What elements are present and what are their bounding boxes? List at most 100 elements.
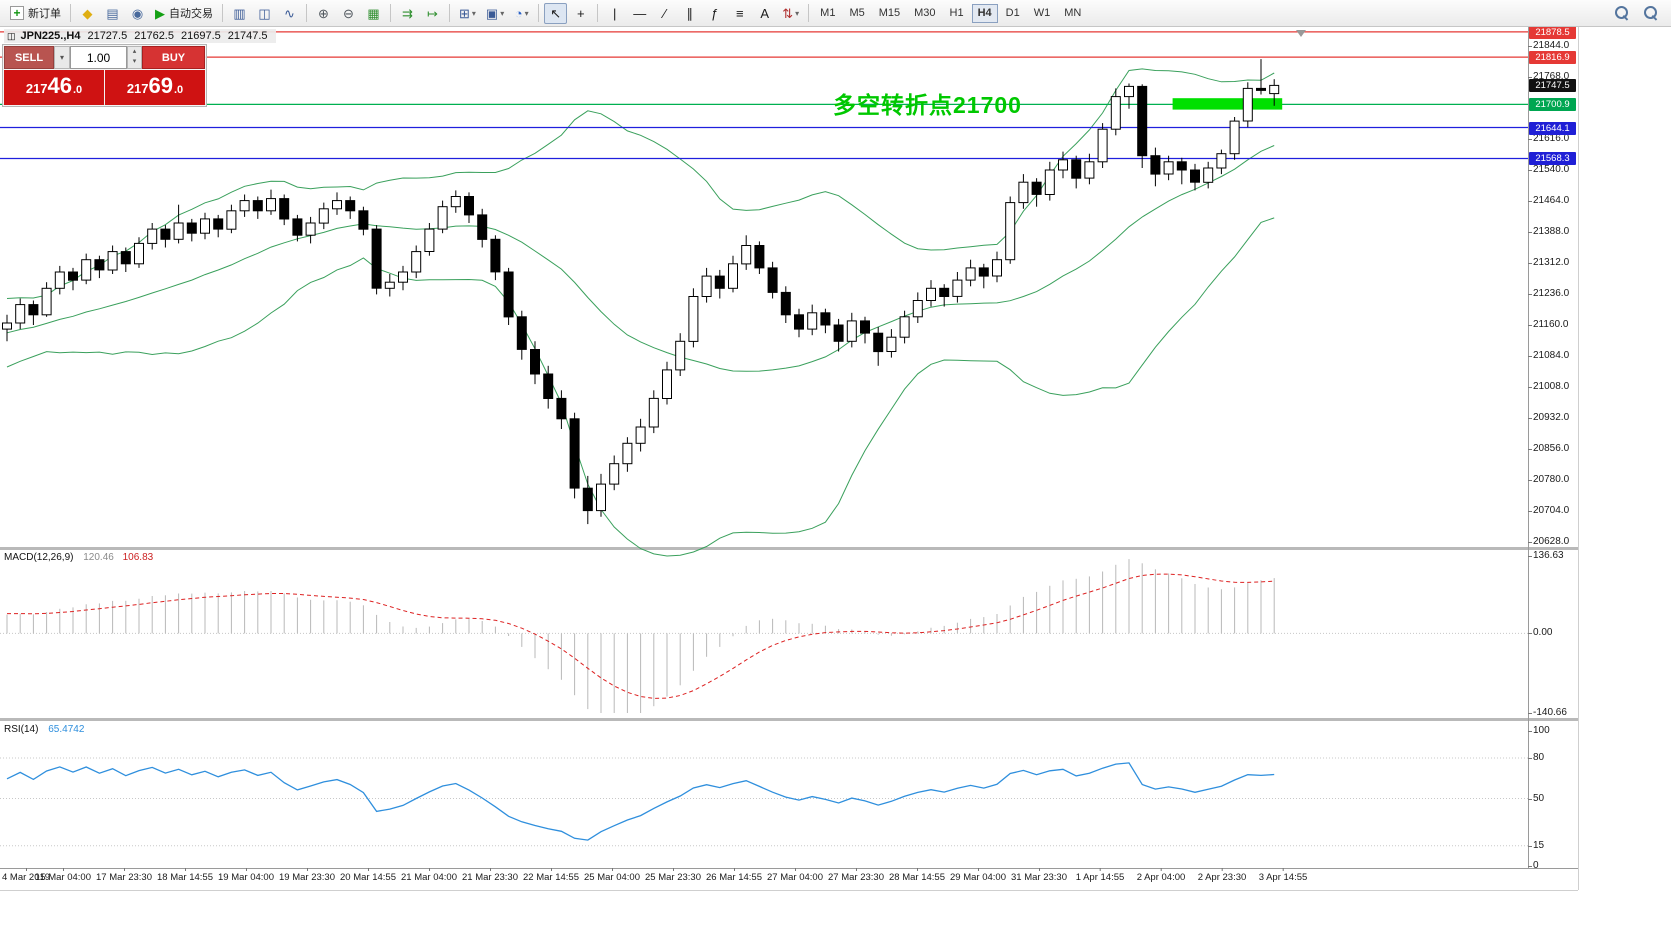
sell-price-prefix: 217 <box>25 81 48 96</box>
new-chart-dropdown-icon[interactable]: ▾ <box>471 8 476 18</box>
timeframe-m30[interactable]: M30 <box>914 6 936 19</box>
alerts-icon[interactable]: ◉ <box>126 3 149 24</box>
stepper-down-icon[interactable]: ▾ <box>132 58 137 65</box>
crosshair-icon[interactable]: + <box>569 3 592 24</box>
auto-scroll-icon: ⇉ <box>402 5 413 21</box>
main-toolbar: + 新订单 ◆ ▤ ◉ ▶ 自动交易 ▥ ◫ ∿ ⊕ ⊖ ▦ ⇉ ↦ ⊞ ▾ ▣ ▾ ◔ ▾ ↖ + | — ∕ ∥ ƒ ≡ A ⇅ ▾ M1 M… <box>0 0 1671 27</box>
vertical-line-icon[interactable]: | <box>603 3 626 24</box>
arrows-icon[interactable]: ⇅ ▾ <box>778 3 803 24</box>
alerts-icon: ◉ <box>131 5 144 21</box>
market-watch-icon: ▤ <box>106 5 119 21</box>
sell-price[interactable]: 217 46.0 <box>4 70 104 105</box>
timeframe-m5[interactable]: M5 <box>849 6 865 19</box>
channel-icon[interactable]: ∥ <box>678 3 701 24</box>
trendline-icon: ∕ <box>663 5 666 21</box>
buy-button[interactable]: BUY <box>142 46 205 69</box>
global-search-icon[interactable] <box>1644 5 1659 21</box>
timeframe-m1[interactable]: M1 <box>820 6 836 19</box>
fibonacci-icon[interactable]: ƒ <box>703 3 726 24</box>
annotation-text[interactable]: 多空转折点21700 <box>833 92 1022 118</box>
zoom-in-icon[interactable]: ⊕ <box>312 3 335 24</box>
rsi-indicator-label: RSI(14) 65.4742 <box>4 724 84 735</box>
zoom-out-icon[interactable]: ⊖ <box>337 3 360 24</box>
chart-symbol-period: JPN225.,H4 <box>20 30 81 42</box>
bollinger-bands <box>6 68 1275 557</box>
indicators-icon: ◔ <box>514 5 523 21</box>
rsi-value: 65.4742 <box>48 724 85 735</box>
candlestick-chart-icon[interactable]: ◫ <box>253 3 276 24</box>
rsi-line <box>6 762 1275 841</box>
chart-icon: ◫ <box>7 30 16 41</box>
timeframe-d1[interactable]: D1 <box>1005 6 1020 19</box>
profiles-dropdown-icon[interactable]: ▾ <box>500 8 505 18</box>
buy-price[interactable]: 217 69.0 <box>105 70 205 105</box>
toolbar-separator <box>538 4 540 22</box>
chart-high-value: 21762.5 <box>134 30 174 42</box>
new-order-button[interactable]: + 新订单 <box>6 3 65 24</box>
candlestick-chart-icon: ◫ <box>258 5 271 21</box>
buy-price-big-digits: 69 <box>148 73 173 98</box>
autotrading-button[interactable]: ▶ 自动交易 <box>151 3 217 24</box>
chart-open-value: 21727.5 <box>87 30 128 42</box>
new-chart-icon[interactable]: ⊞ ▾ <box>455 3 480 24</box>
timeframe-h4[interactable]: H4 <box>971 3 998 23</box>
autotrading-label: 自动交易 <box>169 8 213 20</box>
candles-layer <box>2 59 1280 525</box>
autotrading-icon: ▶ <box>155 5 165 21</box>
fibonacci-icon: ƒ <box>711 5 719 21</box>
volume-stepper[interactable]: ▴ ▾ <box>127 46 142 69</box>
chart-shift-icon[interactable]: ↦ <box>421 3 444 24</box>
profiles-icon: ▣ <box>485 5 499 21</box>
sell-price-decimal: .0 <box>73 84 83 96</box>
chart-close-value: 21747.5 <box>227 30 268 42</box>
pane-separators[interactable] <box>0 547 1578 721</box>
symbol-search-icon[interactable] <box>1615 5 1630 21</box>
chart-shift-marker[interactable] <box>1296 30 1306 37</box>
text-icon: A <box>760 5 770 21</box>
toolbar-separator <box>70 4 71 22</box>
bar-chart-icon[interactable]: ▥ <box>228 3 251 24</box>
indicators-dropdown-icon[interactable]: ▾ <box>524 8 529 18</box>
chart-low-value: 21697.5 <box>180 30 221 42</box>
profiles-icon[interactable]: ▣ ▾ <box>482 3 508 24</box>
auto-scroll-icon[interactable]: ⇉ <box>396 3 419 24</box>
horizontal-line-objects[interactable] <box>0 31 1528 160</box>
line-chart-icon: ∿ <box>284 5 295 21</box>
timeframe-w1[interactable]: W1 <box>1033 6 1051 19</box>
horizontal-line-icon: — <box>633 5 647 21</box>
chart-shift-icon: ↦ <box>427 5 438 21</box>
macd-signal-value: 106.83 <box>122 552 154 563</box>
line-chart-icon[interactable]: ∿ <box>278 3 301 24</box>
bar-chart-icon: ▥ <box>233 5 246 21</box>
favorites-icon: ◆ <box>82 5 93 21</box>
horizontal-line-icon[interactable]: — <box>628 3 651 24</box>
highlight-rectangle[interactable] <box>1172 98 1283 110</box>
shapes-icon[interactable]: ≡ <box>728 3 751 24</box>
macd-main-value: 120.46 <box>83 552 114 563</box>
vertical-line-icon: | <box>613 5 617 21</box>
new-order-label: 新订单 <box>28 8 61 20</box>
arrows-dropdown-icon[interactable]: ▾ <box>795 8 800 18</box>
volume-input[interactable] <box>70 46 127 69</box>
stepper-up-icon[interactable]: ▴ <box>132 48 137 55</box>
tile-windows-icon[interactable]: ▦ <box>362 3 385 24</box>
timeframe-mn[interactable]: MN <box>1064 6 1082 19</box>
shapes-icon: ≡ <box>735 5 744 21</box>
sell-button[interactable]: SELL <box>4 46 54 69</box>
timeframe-h1[interactable]: H1 <box>949 6 964 19</box>
toolbar-separator <box>808 4 810 22</box>
favorites-icon[interactable]: ◆ <box>76 3 99 24</box>
timeframe-m15[interactable]: M15 <box>878 6 901 19</box>
cursor-icon[interactable]: ↖ <box>544 2 568 24</box>
toolbar-separator <box>449 4 450 22</box>
macd-name: MACD(12,26,9) <box>4 552 74 563</box>
text-icon[interactable]: A <box>753 3 776 24</box>
volume-dropdown[interactable]: ▾ <box>54 46 70 69</box>
market-watch-icon[interactable]: ▤ <box>101 3 124 24</box>
tile-windows-icon: ▦ <box>367 5 380 21</box>
indicators-icon[interactable]: ◔ ▾ <box>510 3 533 24</box>
macd-indicator-label: MACD(12,26,9) 120.46 106.83 <box>4 552 153 563</box>
rsi-name: RSI(14) <box>4 724 39 735</box>
trendline-icon[interactable]: ∕ <box>653 3 676 24</box>
